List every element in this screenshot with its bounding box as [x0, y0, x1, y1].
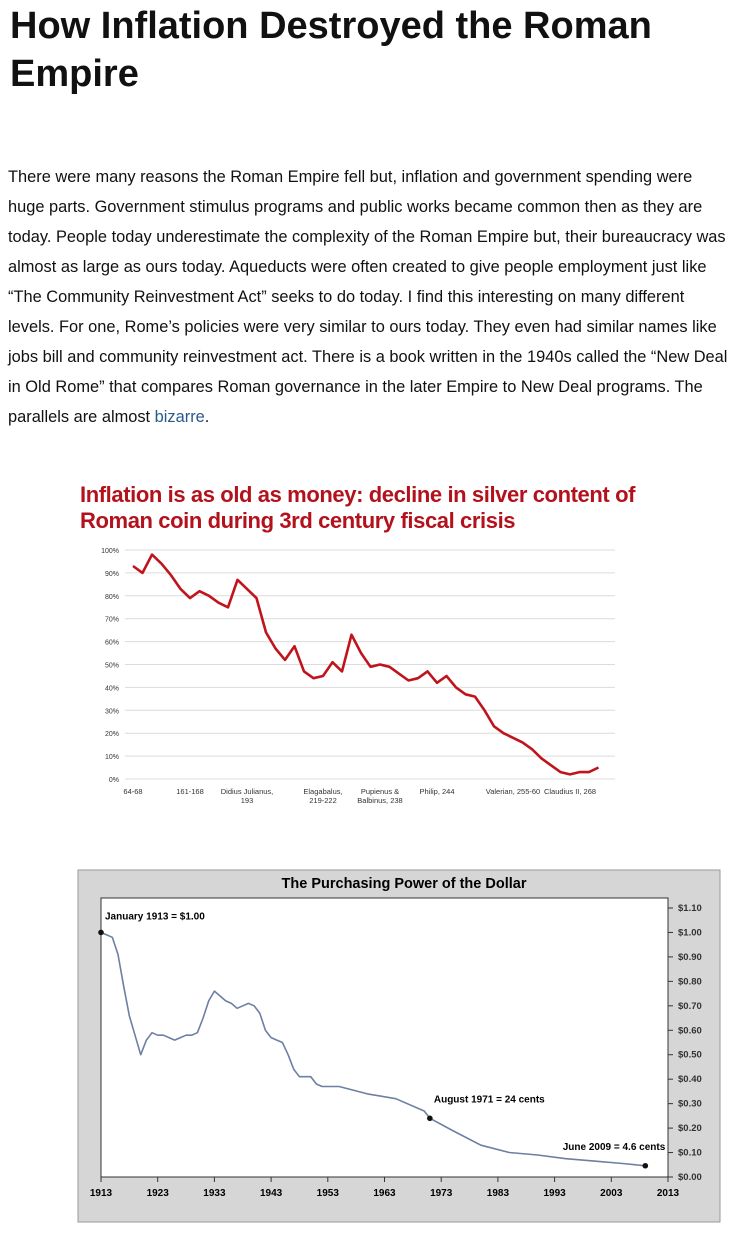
- x-label-box: Elagabalus, 219-222: [303, 787, 343, 805]
- y-tick-label: 40%: [105, 685, 119, 692]
- y-tick-label: 50%: [105, 663, 119, 670]
- y-tick-label: 60%: [105, 640, 119, 647]
- annotation: August 1971 = 24 cents: [434, 1094, 545, 1105]
- x-label-box: Claudius II, 268: [543, 787, 597, 796]
- y-tick-label: $0.40: [678, 1074, 702, 1085]
- x-label-box: 161-168: [176, 787, 204, 796]
- y-tick-label: $1.00: [678, 927, 702, 938]
- x-tick-label: Claudius II, 268: [543, 787, 597, 796]
- chart-title: Inflation is as old as money: decline in…: [80, 482, 636, 533]
- y-tick-label: $0.00: [678, 1172, 702, 1183]
- y-tick-label: $0.30: [678, 1099, 702, 1110]
- annotation-dot: [427, 1115, 433, 1122]
- x-tick-label: 161-168: [176, 787, 204, 796]
- annotation: January 1913 = $1.00: [105, 911, 205, 922]
- y-tick-label: $1.10: [678, 903, 702, 914]
- x-tick-label: Pupienus & Balbinus, 238: [357, 787, 403, 805]
- y-tick-label: 0%: [109, 777, 119, 784]
- y-tick-label: 80%: [105, 594, 119, 601]
- x-tick-label: Valerian, 255-60: [485, 787, 541, 796]
- y-tick-label: $0.70: [678, 1001, 702, 1012]
- x-tick-label: 1983: [487, 1188, 510, 1199]
- y-tick-label: $0.90: [678, 952, 702, 963]
- annotation: June 2009 = 4.6 cents: [563, 1142, 666, 1153]
- page-title: How Inflation Destroyed the Roman Empire: [10, 5, 652, 95]
- paragraph: There were many reasons the Roman Empire…: [8, 162, 730, 432]
- data-line: [100, 931, 646, 1167]
- y-tick-label: 70%: [105, 617, 119, 624]
- x-tick-label: 1913: [90, 1188, 113, 1199]
- link[interactable]: bizarre: [154, 408, 205, 426]
- x-tick-label: 2003: [600, 1188, 623, 1199]
- x-tick-label: 2013: [657, 1188, 680, 1199]
- y-tick-label: $0.50: [678, 1050, 702, 1061]
- annotation-dot: [642, 1162, 649, 1169]
- x-tick-label: 1933: [203, 1188, 226, 1199]
- x-tick-label: 1943: [260, 1188, 283, 1199]
- x-label-box: Valerian, 255-60: [485, 787, 541, 796]
- x-tick-label: 1973: [430, 1188, 453, 1199]
- y-tick-label: $0.10: [678, 1148, 702, 1159]
- chart-title: The Purchasing Power of the Dollar: [282, 876, 527, 892]
- paragraph-text: There were many reasons the Roman Empire…: [8, 168, 728, 426]
- data-line: [132, 553, 600, 776]
- x-tick-label: 1963: [373, 1188, 396, 1199]
- annotation-dot: [98, 929, 104, 936]
- x-label-box: Pupienus & Balbinus, 238: [357, 787, 403, 805]
- paragraph-end: .: [204, 408, 210, 426]
- y-tick-label: 10%: [105, 754, 119, 761]
- x-label-box: Didius Julianus, 193: [220, 787, 274, 805]
- y-tick-label: 90%: [105, 571, 119, 578]
- y-tick-label: 100%: [101, 548, 119, 555]
- y-tick-label: $0.60: [678, 1025, 702, 1036]
- x-label-box: 64-68: [123, 787, 143, 796]
- x-tick-label: 64-68: [123, 787, 143, 796]
- x-tick-label: Elagabalus, 219-222: [303, 787, 343, 805]
- y-tick-label: 30%: [105, 708, 119, 715]
- x-label-box: Philip, 244: [419, 787, 455, 796]
- y-tick-label: $0.20: [678, 1123, 702, 1134]
- y-tick-label: 20%: [105, 731, 119, 738]
- plot-area: [100, 897, 669, 1178]
- x-tick-label: Didius Julianus, 193: [220, 787, 274, 805]
- y-tick-label: $0.80: [678, 976, 702, 987]
- x-tick-label: 1993: [543, 1188, 566, 1199]
- x-tick-label: Philip, 244: [419, 787, 455, 796]
- x-tick-label: 1953: [317, 1188, 340, 1199]
- x-tick-label: 1923: [147, 1188, 170, 1199]
